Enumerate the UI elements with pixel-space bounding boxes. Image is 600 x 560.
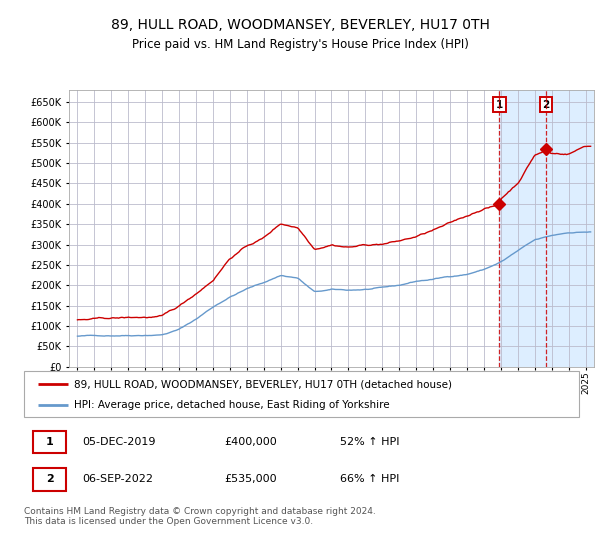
Text: 06-SEP-2022: 06-SEP-2022 <box>82 474 153 484</box>
Text: 2: 2 <box>46 474 53 484</box>
Text: 1: 1 <box>46 437 53 447</box>
Text: 66% ↑ HPI: 66% ↑ HPI <box>340 474 400 484</box>
Text: 2: 2 <box>542 100 550 110</box>
FancyBboxPatch shape <box>34 468 65 491</box>
FancyBboxPatch shape <box>34 431 65 453</box>
FancyBboxPatch shape <box>24 371 579 417</box>
Bar <box>499 90 594 367</box>
Text: Contains HM Land Registry data © Crown copyright and database right 2024.
This d: Contains HM Land Registry data © Crown c… <box>24 507 376 526</box>
Text: 1: 1 <box>496 100 503 110</box>
Text: 05-DEC-2019: 05-DEC-2019 <box>82 437 156 447</box>
Text: HPI: Average price, detached house, East Riding of Yorkshire: HPI: Average price, detached house, East… <box>74 400 389 410</box>
Text: Price paid vs. HM Land Registry's House Price Index (HPI): Price paid vs. HM Land Registry's House … <box>131 38 469 52</box>
Text: 89, HULL ROAD, WOODMANSEY, BEVERLEY, HU17 0TH (detached house): 89, HULL ROAD, WOODMANSEY, BEVERLEY, HU1… <box>74 379 452 389</box>
Text: £535,000: £535,000 <box>224 474 277 484</box>
Text: £400,000: £400,000 <box>224 437 277 447</box>
Text: 89, HULL ROAD, WOODMANSEY, BEVERLEY, HU17 0TH: 89, HULL ROAD, WOODMANSEY, BEVERLEY, HU1… <box>110 18 490 32</box>
Text: 52% ↑ HPI: 52% ↑ HPI <box>340 437 400 447</box>
